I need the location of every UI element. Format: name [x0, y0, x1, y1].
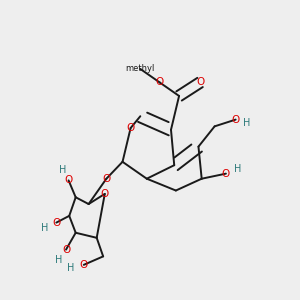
- Text: H: H: [67, 262, 74, 272]
- Text: H: H: [55, 255, 63, 265]
- Text: O: O: [64, 176, 73, 185]
- Text: O: O: [52, 218, 60, 228]
- Text: O: O: [102, 174, 110, 184]
- Text: O: O: [156, 77, 164, 87]
- Text: O: O: [127, 123, 135, 133]
- Text: H: H: [41, 223, 49, 233]
- Text: O: O: [222, 169, 230, 178]
- Text: O: O: [62, 244, 70, 255]
- Text: H: H: [243, 118, 250, 128]
- Text: O: O: [100, 189, 109, 199]
- Text: methyl: methyl: [126, 64, 155, 74]
- Text: H: H: [59, 165, 67, 175]
- Text: O: O: [80, 260, 88, 270]
- Text: O: O: [232, 115, 240, 124]
- Text: H: H: [233, 164, 241, 174]
- Text: O: O: [196, 77, 204, 87]
